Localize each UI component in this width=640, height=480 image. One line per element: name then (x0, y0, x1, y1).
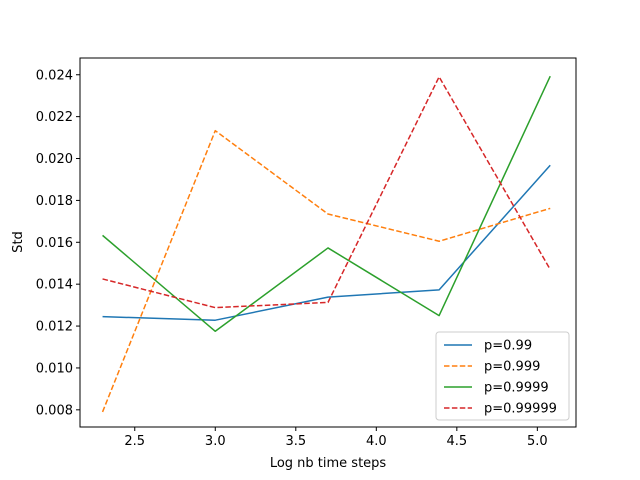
legend-label: p=0.99 (484, 339, 532, 354)
series-line-1 (102, 164, 551, 321)
y-tick-label: 0.022 (36, 110, 73, 125)
series-line-2 (101, 129, 551, 413)
x-tick-label: 3.5 (285, 434, 306, 449)
series-line-4 (102, 76, 551, 309)
y-axis-label: Std (11, 231, 26, 253)
y-tick-label: 0.020 (36, 152, 73, 167)
series-line-3 (102, 75, 551, 333)
y-axis: 0.008 0.010 0.012 0.014 0.016 0.018 0.020 0.022… (36, 68, 80, 418)
y-tick-label: 0.008 (36, 403, 73, 418)
x-tick-label: 3.0 (205, 434, 226, 449)
x-axis: 2.5 3.0 3.5 4.0 4.5 5.0 (124, 427, 548, 449)
series-layer (101, 75, 551, 413)
y-tick-label: 0.012 (36, 320, 73, 335)
y-tick-label: 0.018 (36, 194, 73, 209)
x-tick-label: 5.0 (527, 434, 548, 449)
y-tick-label: 0.024 (36, 68, 73, 83)
y-tick-label: 0.016 (36, 236, 73, 251)
x-axis-label: Log nb time steps (270, 456, 387, 471)
legend-label: p=0.999 (484, 360, 540, 375)
y-tick-label: 0.014 (36, 278, 73, 293)
legend: p=0.99 p=0.999 p=0.9999 p=0.99999 (435, 331, 570, 421)
x-tick-label: 4.5 (446, 434, 467, 449)
x-tick-label: 2.5 (124, 434, 145, 449)
y-tick-label: 0.010 (36, 361, 73, 376)
legend-label: p=0.99999 (484, 402, 557, 417)
legend-box (435, 331, 570, 421)
x-tick-label: 4.0 (366, 434, 387, 449)
legend-label: p=0.9999 (484, 381, 549, 396)
